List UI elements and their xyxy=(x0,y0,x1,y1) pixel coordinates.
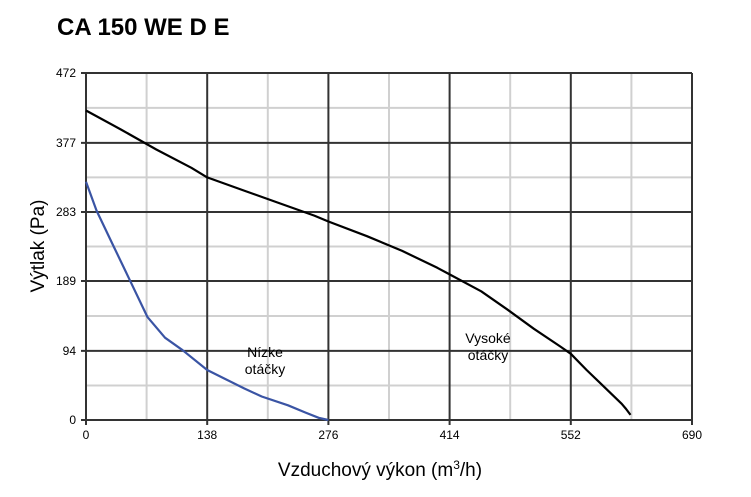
x-axis-label-end: /h) xyxy=(460,460,482,481)
y-tick-label: 189 xyxy=(56,274,76,288)
y-tick-label: 0 xyxy=(69,413,76,427)
x-tick-label: 138 xyxy=(197,428,217,442)
y-tick-labels: 472 377 283 189 94 0 xyxy=(56,66,76,427)
y-tick-label: 283 xyxy=(56,205,76,219)
series-annotation: otáčky xyxy=(245,361,285,377)
series-annotation: Nízke xyxy=(247,344,283,360)
y-axis-label: Výtlak (Pa) xyxy=(28,200,49,293)
x-tick-label: 552 xyxy=(561,428,581,442)
series-annotation: otáčky xyxy=(468,347,508,363)
series-line xyxy=(85,109,632,416)
x-tick-label: 0 xyxy=(83,428,90,442)
series-annotation: Vysoké xyxy=(465,330,511,346)
series-layer xyxy=(84,109,632,422)
y-tick-label: 94 xyxy=(63,344,77,358)
major-grid xyxy=(81,72,693,425)
x-tick-label: 414 xyxy=(440,428,460,442)
x-axis-label-main: Vzduchový výkon (m xyxy=(278,460,453,481)
x-axis-label: Vzduchový výkon (m3/h) xyxy=(278,458,482,481)
y-tick-label: 377 xyxy=(56,136,76,150)
x-tick-labels: 0 138 276 414 552 690 xyxy=(83,428,703,442)
series-line xyxy=(84,181,329,422)
chart-title: CA 150 WE D E xyxy=(57,14,230,41)
x-tick-label: 690 xyxy=(682,428,702,442)
y-tick-label: 472 xyxy=(56,66,76,80)
x-tick-label: 276 xyxy=(318,428,338,442)
x-axis-label-superscript: 3 xyxy=(453,458,460,472)
